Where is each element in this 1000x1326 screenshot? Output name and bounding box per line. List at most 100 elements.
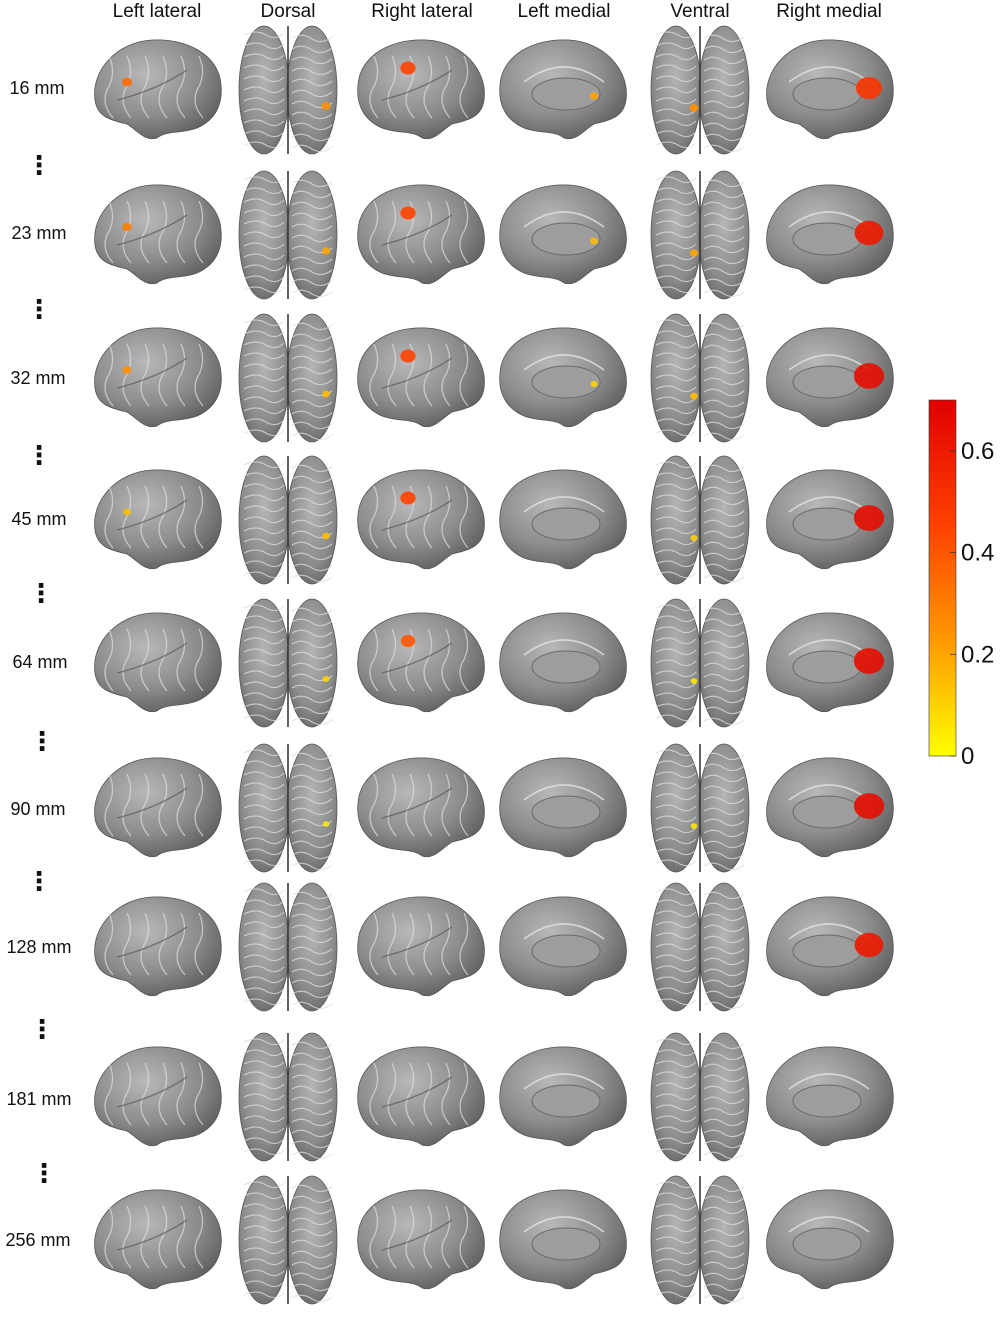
brain-right-lateral (357, 39, 485, 140)
brain-right-medial (766, 469, 894, 570)
colorbar-tick-label: 0.2 (961, 641, 994, 668)
activation-blob (853, 363, 885, 389)
ellipsis-separator: ⋮ (29, 726, 55, 756)
ellipsis-separator: ⋮ (26, 440, 52, 470)
ellipsis-separator: ⋮ (29, 1014, 55, 1044)
brain-left-medial (499, 327, 627, 428)
activation-blob (690, 823, 698, 829)
brain-left-medial (499, 184, 627, 285)
ellipsis-separator: ⋮ (28, 578, 54, 608)
ellipsis-separator: ⋮ (26, 294, 52, 324)
row-label: 32 mm (10, 368, 65, 388)
activation-blob (690, 392, 698, 400)
brain-ventral (650, 25, 750, 155)
column-header-right-lateral: Right lateral (371, 1, 472, 22)
brain-ventral (650, 598, 750, 728)
brain-left-lateral (94, 1189, 222, 1290)
colorbar-tick-label: 0.6 (961, 438, 994, 465)
row-label: 256 mm (5, 1230, 70, 1250)
brain-right-medial (766, 1189, 894, 1290)
column-header-left-medial: Left medial (518, 1, 611, 22)
brain-left-medial (499, 1189, 627, 1290)
column-header-left-lateral: Left lateral (113, 1, 202, 22)
row-label: 64 mm (12, 652, 67, 672)
brain-left-lateral (94, 469, 222, 570)
brain-ventral (650, 1175, 750, 1305)
brain-left-lateral (94, 757, 222, 858)
activation-blob (690, 534, 698, 542)
activation-blob (400, 206, 416, 220)
brain-dorsal (238, 170, 338, 300)
brain-dorsal (238, 743, 338, 873)
activation-blob (853, 505, 885, 531)
row-label: 23 mm (11, 223, 66, 243)
column-header-ventral: Ventral (670, 1, 729, 22)
brain-left-medial (499, 39, 627, 140)
column-header-right-medial: Right medial (776, 1, 882, 22)
brain-left-lateral (94, 327, 222, 428)
activation-blob (400, 634, 416, 648)
row-separators: ⋮ ⋮ ⋮ ⋮ ⋮ ⋮ ⋮ ⋮ (26, 150, 57, 1188)
brain-right-lateral (357, 184, 485, 285)
activation-blob (322, 821, 330, 827)
brain-dorsal (238, 1175, 338, 1305)
brain-right-lateral (357, 612, 485, 713)
colorbar-tick-label: 0 (961, 743, 974, 770)
brain-right-medial (766, 896, 894, 997)
activation-blob (854, 932, 884, 958)
activation-blob (853, 648, 885, 674)
activation-blob (121, 77, 133, 87)
row-label: 128 mm (6, 937, 71, 957)
brain-right-lateral (357, 1189, 485, 1290)
brain-left-lateral (94, 896, 222, 997)
brain-left-medial (499, 469, 627, 570)
brain-right-medial (766, 184, 894, 285)
activation-blob (322, 675, 330, 683)
brain-ventral (650, 743, 750, 873)
brain-right-medial (766, 612, 894, 713)
brain-left-lateral (94, 184, 222, 285)
activation-blob (122, 222, 132, 232)
activation-blob (322, 532, 330, 540)
brain-left-medial (499, 757, 627, 858)
activation-blob (590, 380, 598, 388)
activation-blob (321, 247, 331, 255)
activation-blob (590, 237, 598, 245)
row-labels: 16 mm 23 mm 32 mm 45 mm 64 mm 90 mm 128 … (5, 78, 71, 1250)
brain-left-medial (499, 612, 627, 713)
activation-blob (690, 678, 698, 684)
brain-ventral (650, 882, 750, 1012)
brain-left-lateral (94, 612, 222, 713)
activation-blob (321, 102, 331, 110)
brain-right-lateral (357, 327, 485, 428)
brain-left-lateral (94, 39, 222, 140)
activation-blob (122, 366, 132, 374)
brain-ventral (650, 455, 750, 585)
activation-blob (589, 92, 599, 100)
brain-right-medial (766, 757, 894, 858)
activation-blob (322, 390, 330, 398)
brain-dorsal (238, 455, 338, 585)
activation-blob (689, 104, 699, 112)
row-label: 181 mm (6, 1089, 71, 1109)
brain-right-medial (766, 1046, 894, 1147)
brain-dorsal (238, 313, 338, 443)
colorbar-tick-label: 0.4 (961, 540, 994, 567)
brain-dorsal (238, 598, 338, 728)
brain-right-medial (766, 327, 894, 428)
activation-blob (400, 491, 416, 505)
activation-blob (689, 249, 699, 257)
brain-right-lateral (357, 757, 485, 858)
row-label: 90 mm (10, 799, 65, 819)
brain-dorsal (238, 882, 338, 1012)
column-headers: Left lateral Dorsal Right lateral Left m… (113, 1, 882, 22)
activation-blob (856, 76, 882, 100)
column-header-dorsal: Dorsal (261, 1, 316, 22)
brain-ventral (650, 313, 750, 443)
ellipsis-separator: ⋮ (26, 150, 52, 180)
brain-left-medial (499, 1046, 627, 1147)
activation-blob (400, 349, 416, 363)
brain-dorsal (238, 1032, 338, 1162)
brain-grid (94, 25, 894, 1305)
